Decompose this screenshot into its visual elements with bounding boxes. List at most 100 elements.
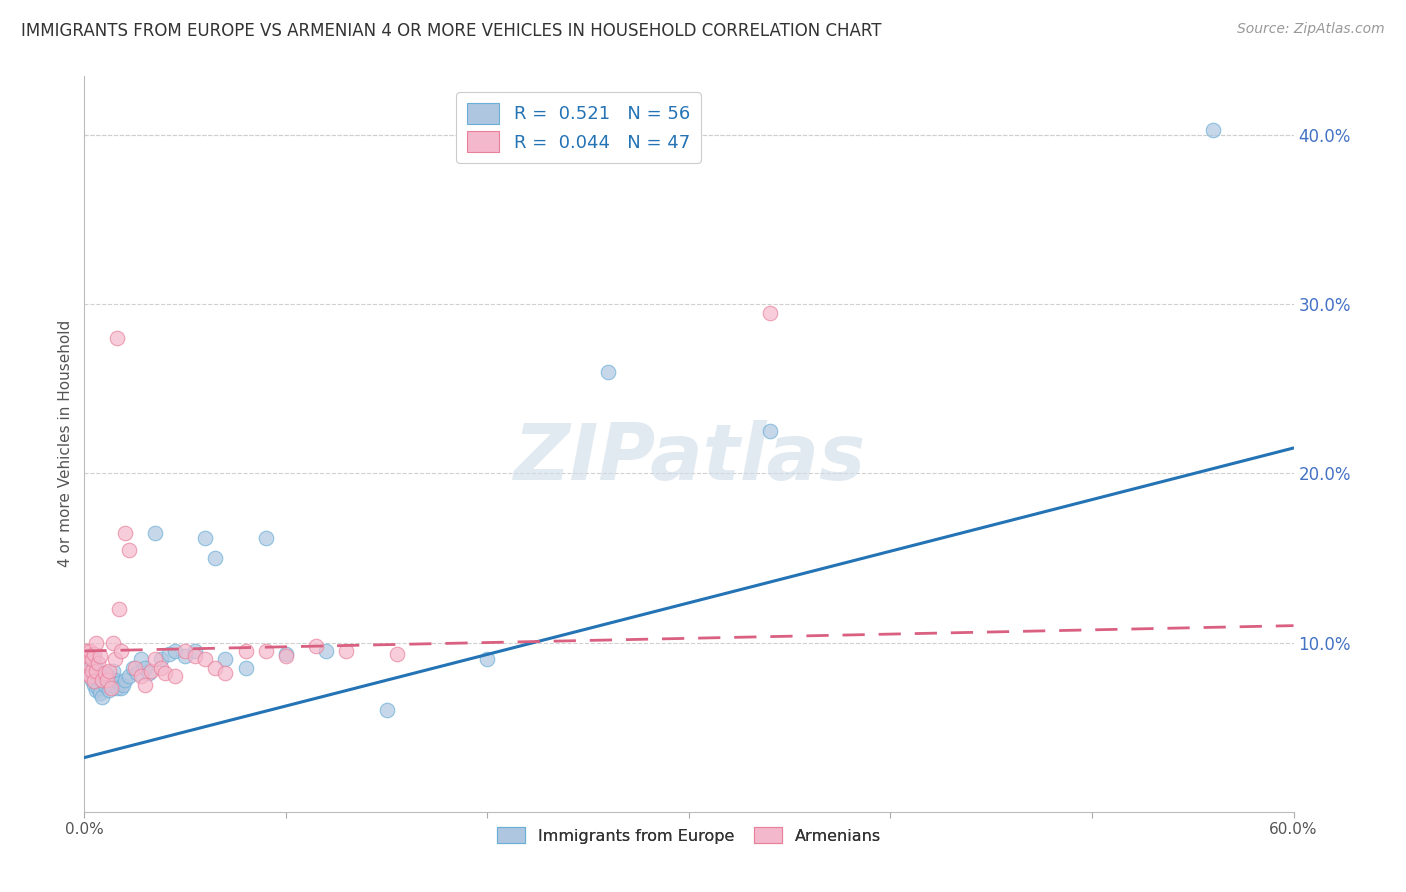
Point bbox=[91, 673, 114, 687]
Point bbox=[165, 644, 187, 658]
Point bbox=[114, 673, 136, 687]
Point bbox=[93, 678, 115, 692]
Point bbox=[204, 551, 226, 566]
Point bbox=[77, 649, 100, 664]
Point bbox=[96, 673, 118, 687]
Point bbox=[82, 665, 104, 679]
Point bbox=[194, 531, 217, 545]
Point bbox=[83, 678, 105, 692]
Point bbox=[184, 644, 207, 658]
Point bbox=[134, 661, 156, 675]
Point bbox=[134, 678, 156, 692]
Point bbox=[174, 649, 197, 664]
Point bbox=[149, 661, 172, 675]
Text: IMMIGRANTS FROM EUROPE VS ARMENIAN 4 OR MORE VEHICLES IN HOUSEHOLD CORRELATION C: IMMIGRANTS FROM EUROPE VS ARMENIAN 4 OR … bbox=[21, 22, 882, 40]
Point bbox=[104, 673, 127, 687]
Point bbox=[86, 665, 108, 679]
Point bbox=[101, 665, 124, 679]
Point bbox=[143, 525, 166, 540]
Point bbox=[87, 665, 110, 680]
Point bbox=[129, 669, 152, 683]
Point bbox=[204, 661, 226, 675]
Point bbox=[87, 656, 110, 670]
Point bbox=[305, 639, 328, 653]
Point bbox=[83, 650, 105, 665]
Point bbox=[118, 542, 141, 557]
Point bbox=[107, 676, 129, 690]
Point bbox=[105, 331, 128, 345]
Y-axis label: 4 or more Vehicles in Household: 4 or more Vehicles in Household bbox=[58, 320, 73, 567]
Point bbox=[149, 652, 172, 666]
Point bbox=[89, 649, 111, 664]
Point bbox=[1202, 123, 1225, 137]
Text: ZIPatlas: ZIPatlas bbox=[513, 420, 865, 497]
Point bbox=[89, 686, 111, 700]
Point bbox=[82, 665, 104, 679]
Point bbox=[335, 644, 357, 658]
Point bbox=[82, 656, 104, 670]
Point bbox=[105, 681, 128, 696]
Point bbox=[82, 673, 104, 687]
Point bbox=[124, 661, 146, 675]
Point bbox=[110, 681, 132, 696]
Point bbox=[86, 661, 108, 675]
Point bbox=[254, 644, 277, 658]
Point bbox=[111, 678, 134, 692]
Point bbox=[101, 635, 124, 649]
Text: Source: ZipAtlas.com: Source: ZipAtlas.com bbox=[1237, 22, 1385, 37]
Point bbox=[153, 665, 176, 680]
Point bbox=[89, 673, 111, 687]
Point bbox=[97, 682, 120, 697]
Point bbox=[174, 644, 197, 658]
Point bbox=[274, 648, 297, 662]
Point bbox=[129, 652, 152, 666]
Point bbox=[315, 644, 337, 658]
Point bbox=[477, 652, 499, 666]
Point bbox=[83, 669, 105, 683]
Point bbox=[79, 652, 101, 666]
Point bbox=[86, 635, 108, 649]
Point bbox=[274, 649, 297, 664]
Point bbox=[375, 703, 398, 717]
Point bbox=[87, 681, 110, 696]
Point bbox=[91, 690, 114, 704]
Point bbox=[79, 644, 101, 658]
Point bbox=[118, 669, 141, 683]
Point bbox=[82, 652, 104, 666]
Point bbox=[104, 652, 127, 666]
Point bbox=[758, 424, 780, 438]
Point bbox=[86, 682, 108, 697]
Point bbox=[110, 644, 132, 658]
Point bbox=[214, 652, 236, 666]
Point bbox=[79, 669, 101, 683]
Point bbox=[235, 644, 257, 658]
Point bbox=[83, 674, 105, 689]
Point bbox=[165, 669, 187, 683]
Point bbox=[1323, 656, 1346, 670]
Point bbox=[77, 649, 100, 664]
Point bbox=[100, 678, 122, 692]
Point bbox=[83, 648, 105, 662]
Point bbox=[157, 648, 180, 662]
Point bbox=[114, 525, 136, 540]
Legend: Immigrants from Europe, Armenians: Immigrants from Europe, Armenians bbox=[489, 819, 889, 852]
Point bbox=[97, 665, 120, 679]
Point bbox=[214, 665, 236, 680]
Point bbox=[75, 644, 97, 658]
Point bbox=[235, 661, 257, 675]
Point bbox=[96, 673, 118, 687]
Point bbox=[194, 652, 217, 666]
Point bbox=[77, 656, 100, 670]
Point bbox=[107, 601, 129, 615]
Point bbox=[385, 648, 408, 662]
Point bbox=[184, 649, 207, 664]
Point bbox=[121, 661, 143, 675]
Point bbox=[77, 656, 100, 670]
Point bbox=[97, 669, 120, 683]
Point bbox=[75, 661, 97, 675]
Point bbox=[138, 665, 160, 680]
Point bbox=[93, 665, 115, 680]
Point bbox=[139, 665, 162, 679]
Point bbox=[254, 531, 277, 545]
Point bbox=[79, 659, 101, 673]
